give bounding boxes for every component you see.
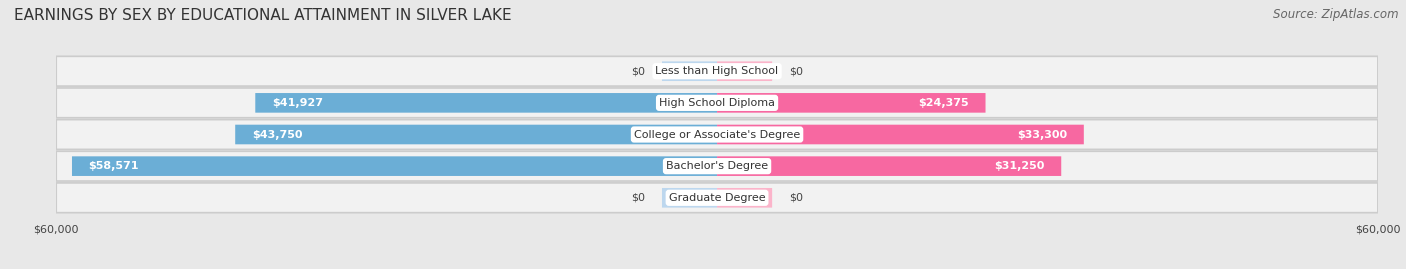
FancyBboxPatch shape	[235, 125, 717, 144]
FancyBboxPatch shape	[56, 120, 1378, 149]
FancyBboxPatch shape	[72, 156, 717, 176]
FancyBboxPatch shape	[717, 61, 772, 81]
FancyBboxPatch shape	[662, 61, 717, 81]
Text: $41,927: $41,927	[271, 98, 323, 108]
FancyBboxPatch shape	[56, 88, 1378, 118]
FancyBboxPatch shape	[717, 125, 1084, 144]
Text: Bachelor's Degree: Bachelor's Degree	[666, 161, 768, 171]
Text: Source: ZipAtlas.com: Source: ZipAtlas.com	[1274, 8, 1399, 21]
Text: EARNINGS BY SEX BY EDUCATIONAL ATTAINMENT IN SILVER LAKE: EARNINGS BY SEX BY EDUCATIONAL ATTAINMEN…	[14, 8, 512, 23]
FancyBboxPatch shape	[256, 93, 717, 113]
Text: $24,375: $24,375	[918, 98, 969, 108]
Text: $31,250: $31,250	[994, 161, 1045, 171]
Text: Less than High School: Less than High School	[655, 66, 779, 76]
Text: $0: $0	[631, 193, 645, 203]
FancyBboxPatch shape	[717, 156, 1062, 176]
FancyBboxPatch shape	[56, 183, 1378, 213]
Text: $43,750: $43,750	[252, 129, 302, 140]
Text: $0: $0	[789, 66, 803, 76]
Text: $0: $0	[631, 66, 645, 76]
Text: College or Associate's Degree: College or Associate's Degree	[634, 129, 800, 140]
FancyBboxPatch shape	[56, 56, 1378, 86]
Text: Graduate Degree: Graduate Degree	[669, 193, 765, 203]
Text: $0: $0	[789, 193, 803, 203]
FancyBboxPatch shape	[717, 188, 772, 208]
FancyBboxPatch shape	[56, 151, 1378, 181]
Text: $58,571: $58,571	[89, 161, 139, 171]
Text: $33,300: $33,300	[1017, 129, 1067, 140]
FancyBboxPatch shape	[717, 93, 986, 113]
FancyBboxPatch shape	[662, 188, 717, 208]
Text: High School Diploma: High School Diploma	[659, 98, 775, 108]
